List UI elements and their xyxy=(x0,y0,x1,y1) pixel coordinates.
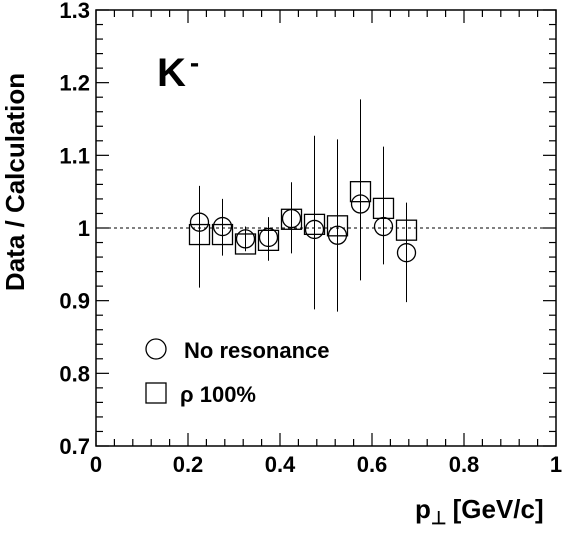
particle-label: K- xyxy=(157,47,199,95)
particle-symbol: K xyxy=(157,51,186,95)
y-tick-label: 1.2 xyxy=(59,71,90,96)
square-marker xyxy=(372,197,395,220)
circle-marker xyxy=(189,212,210,232)
y-tick-label: 1 xyxy=(78,216,90,241)
legend-circle-marker xyxy=(145,338,167,360)
circle-marker xyxy=(235,229,256,249)
y-tick-label: 1.3 xyxy=(59,0,90,23)
x-tick-label: 0.4 xyxy=(265,452,296,477)
particle-charge: - xyxy=(190,47,199,78)
square-marker xyxy=(395,219,418,241)
square-marker xyxy=(349,181,372,203)
legend-label-no-resonance: No resonance xyxy=(184,338,330,363)
x-axis-title-unit: [GeV/c] xyxy=(453,494,544,524)
y-tick-label: 0.9 xyxy=(59,289,90,314)
x-tick-label: 0.2 xyxy=(173,452,204,477)
x-axis-title: p⊥ [GeV/c] xyxy=(415,494,544,528)
square-marker xyxy=(234,233,257,255)
x-tick-label: 0.6 xyxy=(357,452,388,477)
square-marker xyxy=(188,223,211,246)
circle-marker xyxy=(281,208,302,229)
circle-marker xyxy=(396,243,417,263)
circle-marker xyxy=(327,225,348,245)
legend: No resonance ρ 100% xyxy=(145,338,330,407)
square-marker xyxy=(303,213,326,236)
circle-marker xyxy=(350,194,371,214)
y-tick-label: 1.1 xyxy=(59,143,90,168)
x-axis-title-sub: ⊥ xyxy=(431,508,447,528)
circle-marker xyxy=(212,216,233,237)
y-tick-label: 0.7 xyxy=(59,434,90,459)
y-tick-label: 0.8 xyxy=(59,361,90,386)
square-marker xyxy=(326,215,349,237)
y-axis-title: Data / Calculation xyxy=(0,73,30,291)
legend-label-rho: ρ 100% xyxy=(180,382,256,407)
x-tick-label: 0 xyxy=(90,452,102,477)
circle-marker xyxy=(304,219,325,240)
legend-square-marker xyxy=(145,382,167,404)
circle-marker xyxy=(258,227,279,248)
x-tick-label: 1 xyxy=(550,452,562,477)
x-axis-title-p: p xyxy=(415,494,431,524)
x-tick-label: 0.8 xyxy=(449,452,480,477)
square-marker xyxy=(257,229,280,252)
square-marker xyxy=(211,223,234,246)
circle-marker xyxy=(373,216,394,237)
